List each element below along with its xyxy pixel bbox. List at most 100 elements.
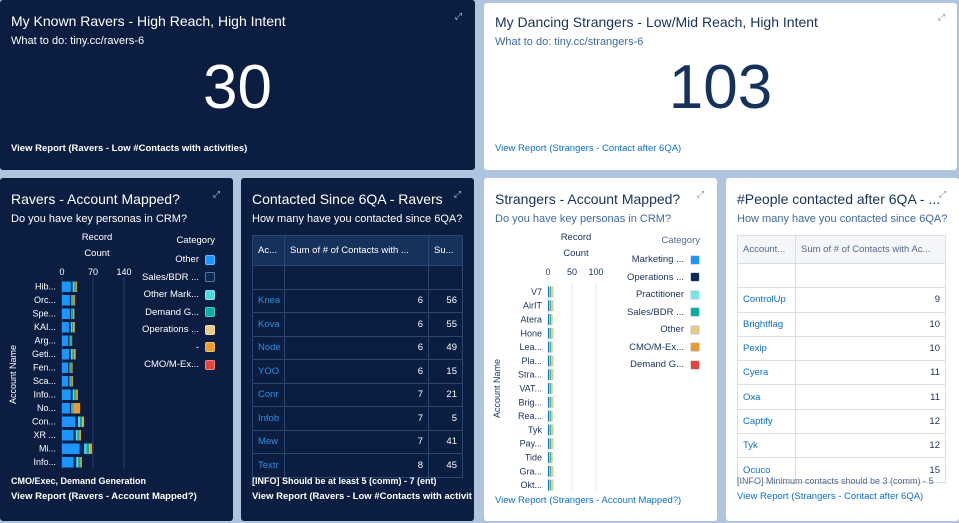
legend-label: Other Mark...: [143, 289, 199, 301]
bar-segment: [84, 443, 87, 454]
legend-item[interactable]: Sales/BDR ...: [130, 269, 215, 287]
table-row[interactable]: Pexip 10: [737, 335, 946, 362]
table-row[interactable]: ControlUp 9: [737, 287, 946, 313]
contacts-sum: 10: [795, 311, 946, 337]
legend-item[interactable]: Practitioner: [612, 286, 700, 304]
table-row[interactable]: Mew 7 41: [252, 429, 463, 454]
expand-icon[interactable]: ⤢: [453, 189, 462, 199]
expand-icon[interactable]: ⤢: [212, 189, 221, 199]
table-row[interactable]: Brightflag 10: [737, 311, 946, 337]
table-row[interactable]: Conr 7 21: [252, 382, 463, 407]
x-axis-title: Record: [561, 232, 592, 243]
table-row[interactable]: YOO 6 15: [252, 359, 463, 384]
view-report-link[interactable]: View Report (Strangers - Contact after 6…: [737, 491, 924, 502]
account-link[interactable]: YOO: [252, 359, 285, 384]
column-header[interactable]: Account...: [737, 235, 796, 264]
table-row[interactable]: Cyera 11: [737, 360, 946, 386]
bar-segment: [549, 465, 551, 477]
account-link[interactable]: ControlUp: [737, 287, 796, 313]
card-subtitle[interactable]: What to do: tiny.cc/strangers-6: [495, 36, 644, 48]
view-report-link[interactable]: View Report (Ravers - Account Mapped?): [11, 491, 197, 502]
account-link[interactable]: Mew: [252, 429, 285, 454]
account-link[interactable]: Oxa: [737, 384, 796, 410]
account-link[interactable]: Brightflag: [737, 311, 796, 337]
account-link[interactable]: Infob: [252, 406, 285, 431]
account-link[interactable]: Cyera: [737, 360, 796, 386]
bar-segment: [75, 416, 78, 427]
bar-segment: [550, 327, 553, 339]
bar-segment: [69, 362, 71, 373]
expand-icon[interactable]: ⤢: [696, 189, 705, 199]
legend-item[interactable]: Operations ...: [612, 269, 700, 287]
account-link[interactable]: Knea: [252, 288, 285, 313]
legend-label: CMO/M-Ex...: [629, 341, 684, 353]
legend-label: Operations ...: [626, 271, 684, 283]
view-report-link[interactable]: View Report (Ravers - Low #Contacts with…: [252, 491, 472, 502]
y-tick-label: Gra...: [519, 466, 542, 476]
expand-icon[interactable]: ⤢: [454, 11, 463, 21]
legend-item[interactable]: Sales/BDR ...: [612, 304, 700, 322]
column-header[interactable]: Ac...: [252, 235, 285, 266]
x-tick-label: 140: [116, 267, 131, 277]
bar-segment: [62, 349, 70, 360]
table-row[interactable]: Knea 6 56: [252, 288, 463, 313]
legend-item[interactable]: Operations ...: [130, 321, 215, 339]
column-header[interactable]: Sum of # of Contacts with ...: [284, 235, 429, 266]
footnote: [INFO] Minimum contacts should be 3 (com…: [737, 476, 934, 486]
legend-item[interactable]: CMO/M-Ex...: [130, 356, 215, 374]
bar-segment: [72, 322, 74, 333]
table-row[interactable]: Kova 6 55: [252, 312, 463, 337]
account-link[interactable]: Captify: [737, 408, 796, 435]
account-link[interactable]: Tyk: [737, 433, 796, 459]
y-tick-label: VAT...: [519, 384, 542, 394]
x-axis-title: Count: [84, 248, 110, 259]
table-row[interactable]: Infob 7 5: [252, 406, 463, 431]
column-header[interactable]: Su...: [428, 235, 463, 266]
bar-segment: [70, 281, 73, 292]
legend-swatch: [690, 324, 700, 335]
table-row[interactable]: Textr 8 45: [252, 453, 463, 478]
legend-item[interactable]: Marketing ...: [612, 251, 700, 269]
y-tick-label: Arg...: [34, 336, 56, 346]
expand-icon[interactable]: ⤢: [937, 12, 946, 22]
legend-label: Sales/BDR ...: [626, 306, 684, 318]
view-report-link[interactable]: View Report (Strangers - Contact after 6…: [495, 143, 682, 154]
y-tick-label: AirIT: [523, 301, 543, 311]
account-link[interactable]: Textr: [252, 453, 285, 478]
legend-item[interactable]: Other: [130, 251, 215, 269]
table-row[interactable]: Ocuco 15: [737, 457, 946, 483]
view-report-link[interactable]: View Report (Strangers - Account Mapped?…: [495, 495, 682, 506]
bar-segment: [62, 443, 80, 454]
legend-item[interactable]: Demand G...: [612, 356, 700, 374]
legend-swatch: [690, 307, 700, 318]
column-header[interactable]: Sum of # of Contacts with Ac...: [795, 235, 946, 264]
contacts-sum: 6: [284, 288, 429, 313]
account-link[interactable]: Kova: [252, 312, 285, 337]
card-subtitle[interactable]: What to do: tiny.cc/ravers-6: [11, 35, 145, 47]
account-link[interactable]: Node: [252, 335, 285, 360]
view-report-link[interactable]: View Report (Ravers - Low #Contacts with…: [11, 143, 248, 154]
contacts-sum: 6: [284, 335, 429, 360]
table-row[interactable]: Oxa 11: [737, 384, 946, 410]
bar-segment: [62, 403, 70, 414]
legend-item[interactable]: Other Mark...: [130, 286, 215, 304]
card-subtitle: Do you have key personas in CRM?: [11, 213, 188, 225]
legend-item[interactable]: Demand G...: [130, 304, 215, 322]
account-link[interactable]: Conr: [252, 382, 285, 407]
legend-item[interactable]: -: [130, 339, 215, 357]
expand-icon[interactable]: ⤢: [938, 189, 947, 199]
y-tick-label: Pla...: [521, 356, 542, 366]
legend-item[interactable]: Other: [612, 321, 700, 339]
y-tick-label: Hib...: [35, 282, 56, 292]
account-link[interactable]: Pexip: [737, 335, 796, 362]
bar-segment: [550, 424, 553, 436]
table-row[interactable]: Captify 12: [737, 408, 946, 435]
y-tick-label: Lea...: [519, 342, 542, 352]
table-row[interactable]: Node 6 49: [252, 335, 463, 360]
bar-segment: [549, 341, 551, 353]
bar-segment: [549, 396, 551, 408]
activities-sum: 15: [428, 359, 463, 384]
table-row[interactable]: Tyk 12: [737, 433, 946, 459]
bar-segment: [548, 300, 550, 312]
legend-item[interactable]: CMO/M-Ex...: [612, 339, 700, 357]
